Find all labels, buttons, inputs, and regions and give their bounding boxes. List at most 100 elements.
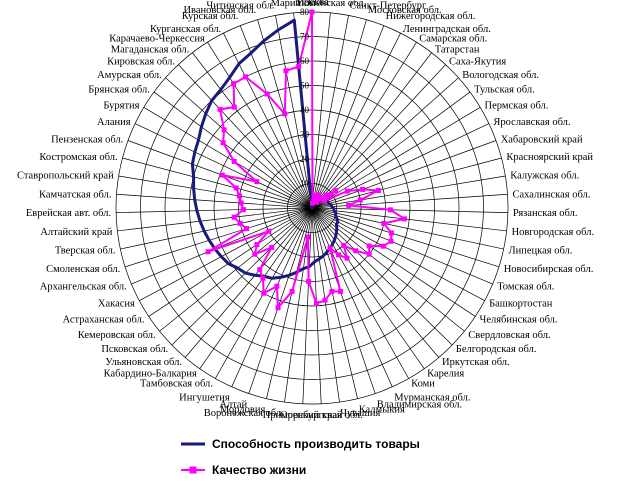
series-point-quality <box>261 290 267 296</box>
category-label: Ставропольский край <box>17 171 114 182</box>
category-label: Сахалинская обл. <box>513 189 591 200</box>
grid-spoke <box>178 64 313 209</box>
grid-spoke <box>311 207 485 301</box>
series-point-quality <box>336 252 342 258</box>
category-label: Иркутская обл. <box>442 357 510 368</box>
category-label: Оренбургская обл. <box>280 410 363 421</box>
category-label: Псковская обл. <box>101 344 168 355</box>
series-point-quality <box>238 200 244 206</box>
category-label: Красноярский край <box>506 152 593 163</box>
category-label: Рязанская обл. <box>513 208 578 219</box>
grid-spoke <box>311 207 453 346</box>
grid-spoke <box>120 207 313 250</box>
grid-spoke <box>311 207 340 403</box>
category-label: Нижегородская обл. <box>386 11 476 22</box>
grid-spoke <box>239 25 313 209</box>
grid-spoke <box>311 107 481 209</box>
series-point-quality <box>333 188 339 194</box>
series-point-quality <box>231 214 237 220</box>
series-point-quality <box>220 140 226 146</box>
category-label: Курганская обл. <box>150 24 221 35</box>
legend: Способность производить товары Качество … <box>181 437 420 477</box>
grid-spoke <box>124 207 313 268</box>
series-point-quality <box>231 104 237 110</box>
grid-spoke <box>184 207 313 358</box>
grid-spoke <box>171 207 313 346</box>
category-label: Татарстан <box>435 44 480 55</box>
category-label: Москва <box>295 0 329 8</box>
series-point-quality <box>282 111 288 117</box>
grid-spoke <box>311 207 500 268</box>
series-point-quality <box>344 188 350 194</box>
series-point-quality <box>309 9 315 15</box>
series-point-quality <box>289 288 295 294</box>
category-label: Чувашия <box>340 408 380 419</box>
grid-spoke <box>117 207 313 232</box>
grid-spoke <box>311 207 425 369</box>
radar-series <box>190 9 407 311</box>
category-label: Мурманская обл. <box>394 392 470 403</box>
series-point-quality <box>221 127 227 133</box>
category-label: Читинская обл. <box>206 1 274 12</box>
category-label: Башкортостан <box>489 299 553 310</box>
grid-spoke <box>311 12 331 209</box>
category-label: Ярославская обл. <box>493 117 570 128</box>
category-label: Липецкая обл. <box>509 246 573 257</box>
radial-tick-label: 40 <box>300 105 310 115</box>
series-point-quality <box>231 81 237 87</box>
category-label: Курская обл. <box>182 11 239 22</box>
category-label: Кабардино-Балкария <box>104 368 197 379</box>
category-label: Костромская обл. <box>39 152 117 163</box>
series-point-quality <box>324 192 330 198</box>
grid-spoke <box>311 193 508 209</box>
series-point-quality <box>243 74 249 80</box>
category-label: Еврейская авт. обл. <box>26 208 111 219</box>
category-label: Бурятия <box>103 100 139 111</box>
series-point-quality <box>252 251 258 257</box>
grid-spoke <box>122 157 313 209</box>
series-point-quality <box>240 207 246 213</box>
series-point-quality <box>387 207 393 213</box>
category-label: Кемеровская обл. <box>78 330 156 341</box>
series-point-quality <box>344 255 350 261</box>
grid-spoke <box>311 175 506 209</box>
category-label: Самарская обл. <box>419 34 487 45</box>
series-point-quality <box>360 186 366 192</box>
grid-spoke <box>165 77 313 209</box>
grid-spoke <box>311 207 358 399</box>
category-label: Хабаровский край <box>501 134 583 145</box>
grid-spoke <box>311 207 508 213</box>
category-label: Челябинская обл. <box>480 315 558 326</box>
category-label: Тверская обл. <box>55 246 116 257</box>
category-label: Приморский край <box>263 410 343 421</box>
grid-spoke <box>275 15 313 209</box>
legend-marker-quality <box>189 466 197 474</box>
grid-spoke <box>311 52 432 209</box>
series-point-quality <box>254 242 260 248</box>
grid-spoke <box>159 207 313 332</box>
grid-spoke <box>153 91 313 209</box>
grid-spoke <box>311 77 459 209</box>
series-point-quality <box>217 106 223 112</box>
category-label: Ингушетия <box>179 392 230 403</box>
series-point-quality <box>313 199 319 205</box>
series-point-quality <box>380 243 386 249</box>
radial-tick-label: 30 <box>300 130 310 140</box>
series-point-quality <box>275 305 281 311</box>
grid-spoke <box>143 107 313 209</box>
grid-spoke <box>223 32 313 209</box>
series-point-quality <box>305 234 311 240</box>
series-point-quality <box>254 179 260 185</box>
category-label: Камчатская обл. <box>39 189 111 200</box>
series-point-quality <box>327 245 333 251</box>
category-label: Алтай <box>219 399 247 410</box>
grid-spoke <box>134 123 313 209</box>
category-label: Воронежская обл. <box>204 408 284 419</box>
radial-tick-label: 10 <box>300 179 310 189</box>
grid-spoke <box>118 175 313 209</box>
category-label: Калужская обл. <box>510 171 579 182</box>
radial-tick-label: 50 <box>300 81 310 91</box>
grid-spoke <box>148 207 313 317</box>
